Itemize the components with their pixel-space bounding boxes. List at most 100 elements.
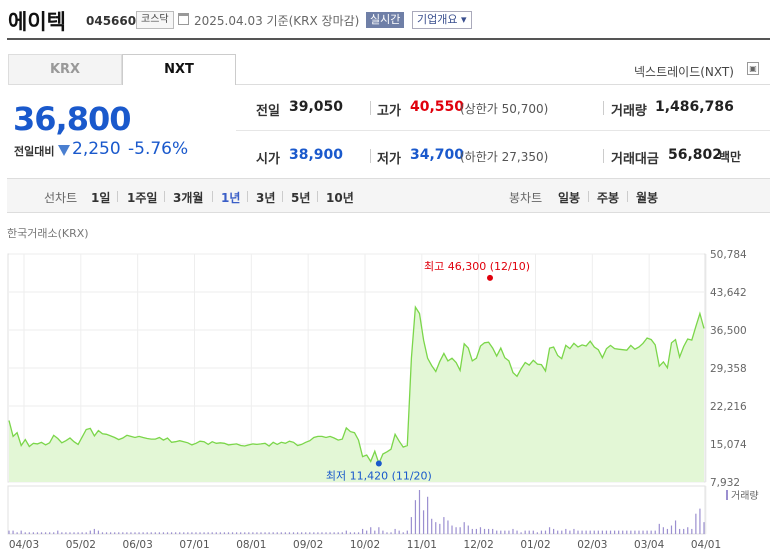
high-label: 고가 <box>377 104 401 119</box>
volume-bar <box>146 532 148 534</box>
volume-bar <box>589 530 591 534</box>
volume-bar <box>357 532 360 534</box>
volume-bar <box>154 532 156 534</box>
period-1w[interactable]: 1주일 <box>127 191 158 205</box>
x-tick-label: 11/01 <box>407 539 437 551</box>
amount-label: 거래대금 <box>611 152 659 167</box>
y-tick-label: 43,642 <box>710 287 747 299</box>
stat-separator <box>603 101 604 115</box>
volume-bar <box>20 530 22 534</box>
volume-bar <box>97 530 100 534</box>
x-tick-label: 12/02 <box>464 539 494 551</box>
calendar-icon <box>178 13 189 25</box>
volume-bar <box>410 517 412 534</box>
y-tick-label: 50,784 <box>710 249 747 261</box>
volume-bar <box>150 532 152 534</box>
stat-separator <box>370 101 371 115</box>
volume-bar <box>179 532 181 534</box>
volume-bar <box>646 530 648 534</box>
y-tick-label: 22,216 <box>710 401 747 413</box>
x-tick-label: 10/02 <box>350 539 380 551</box>
volume-bar <box>455 527 457 534</box>
volume-bar <box>451 525 453 534</box>
period-separator <box>212 191 213 202</box>
volume-bar <box>142 532 144 534</box>
volume-bar <box>329 532 331 534</box>
volume-bar <box>280 532 282 534</box>
volume-bar <box>406 530 408 534</box>
period-10y[interactable]: 10년 <box>326 191 354 205</box>
volume-bar <box>223 532 226 534</box>
tab-nxt[interactable]: NXT <box>122 54 236 85</box>
candle-weekly[interactable]: 주봉 <box>597 191 620 205</box>
x-tick-label: 04/03 <box>9 539 39 551</box>
volume-bar <box>654 530 656 534</box>
volume-bar <box>601 530 603 534</box>
x-tick-label: 07/01 <box>179 539 209 551</box>
volume-bar <box>93 528 95 534</box>
x-axis-labels: 04/03 05/02 06/03 07/01 08/01 09/02 10/02 11/01… <box>9 539 721 551</box>
line-chart-label: 선차트 <box>44 191 78 205</box>
volume-bar <box>699 508 701 534</box>
volume-bar <box>504 530 506 534</box>
down-arrow-icon <box>58 145 70 156</box>
volume-bar <box>260 532 262 534</box>
volume-bar <box>32 532 34 534</box>
volume-bar <box>57 530 59 534</box>
quote-date: 2025.04.03 기준(KRX 장마감) <box>194 14 360 28</box>
volume-bar <box>536 532 538 534</box>
candle-monthly[interactable]: 월봉 <box>636 191 659 205</box>
price-line <box>8 305 705 466</box>
amount-value: 56,802 <box>668 147 723 163</box>
exchange-label: 한국거래소(KRX) <box>7 227 89 240</box>
period-1d[interactable]: 1일 <box>91 191 111 205</box>
period-separator <box>627 191 628 202</box>
nxt-link[interactable]: 넥스트레이드(NXT) <box>634 65 734 79</box>
volume-value: 1,486,786 <box>655 99 734 115</box>
external-link-icon[interactable]: ▣ <box>747 62 759 75</box>
volume-bar <box>268 532 270 534</box>
volume-bar <box>24 532 26 534</box>
current-price: 36,800 <box>13 100 131 138</box>
period-separator <box>282 191 283 202</box>
market-badge: 코스닥 <box>136 11 174 29</box>
volume-bar <box>288 532 291 534</box>
volume-legend-swatch <box>726 490 728 500</box>
volume-bar <box>44 532 47 534</box>
period-1y[interactable]: 1년 <box>221 191 241 205</box>
volume-bar <box>544 530 547 534</box>
volume-bar <box>162 532 165 534</box>
period-3m[interactable]: 3개월 <box>173 191 204 205</box>
volume-bar <box>114 532 116 534</box>
volume-bar <box>512 528 514 534</box>
volume-bar <box>524 530 526 534</box>
volume-bar <box>557 530 559 534</box>
volume-bar <box>630 530 632 534</box>
low-label: 저가 <box>377 152 401 167</box>
tab-krx[interactable]: KRX <box>8 54 122 85</box>
volume-bar <box>158 532 160 534</box>
volume-legend-label: 거래량 <box>731 490 759 502</box>
volume-bar <box>65 532 67 534</box>
period-3y[interactable]: 3년 <box>256 191 276 205</box>
candle-daily[interactable]: 일봉 <box>558 191 581 205</box>
volume-bar <box>122 532 124 534</box>
volume-bar <box>695 513 697 534</box>
period-5y[interactable]: 5년 <box>291 191 311 205</box>
volume-bar <box>138 532 140 534</box>
volume-bar <box>390 532 392 534</box>
volume-bar <box>516 530 518 534</box>
volume-bar <box>118 532 120 534</box>
volume-bar <box>292 532 295 534</box>
company-info-button[interactable]: 기업개요 ▾ <box>412 11 472 29</box>
realtime-button[interactable]: 실시간 <box>366 12 405 28</box>
volume-bar <box>317 532 319 534</box>
volume-bar <box>703 522 705 534</box>
volume-bar <box>662 527 664 534</box>
upper-limit: (상한가 50,700) <box>460 102 549 116</box>
volume-bar <box>85 532 87 534</box>
volume-bar <box>467 525 469 534</box>
change-value: 2,250 <box>72 139 121 159</box>
y-tick-label: 15,074 <box>710 439 747 451</box>
